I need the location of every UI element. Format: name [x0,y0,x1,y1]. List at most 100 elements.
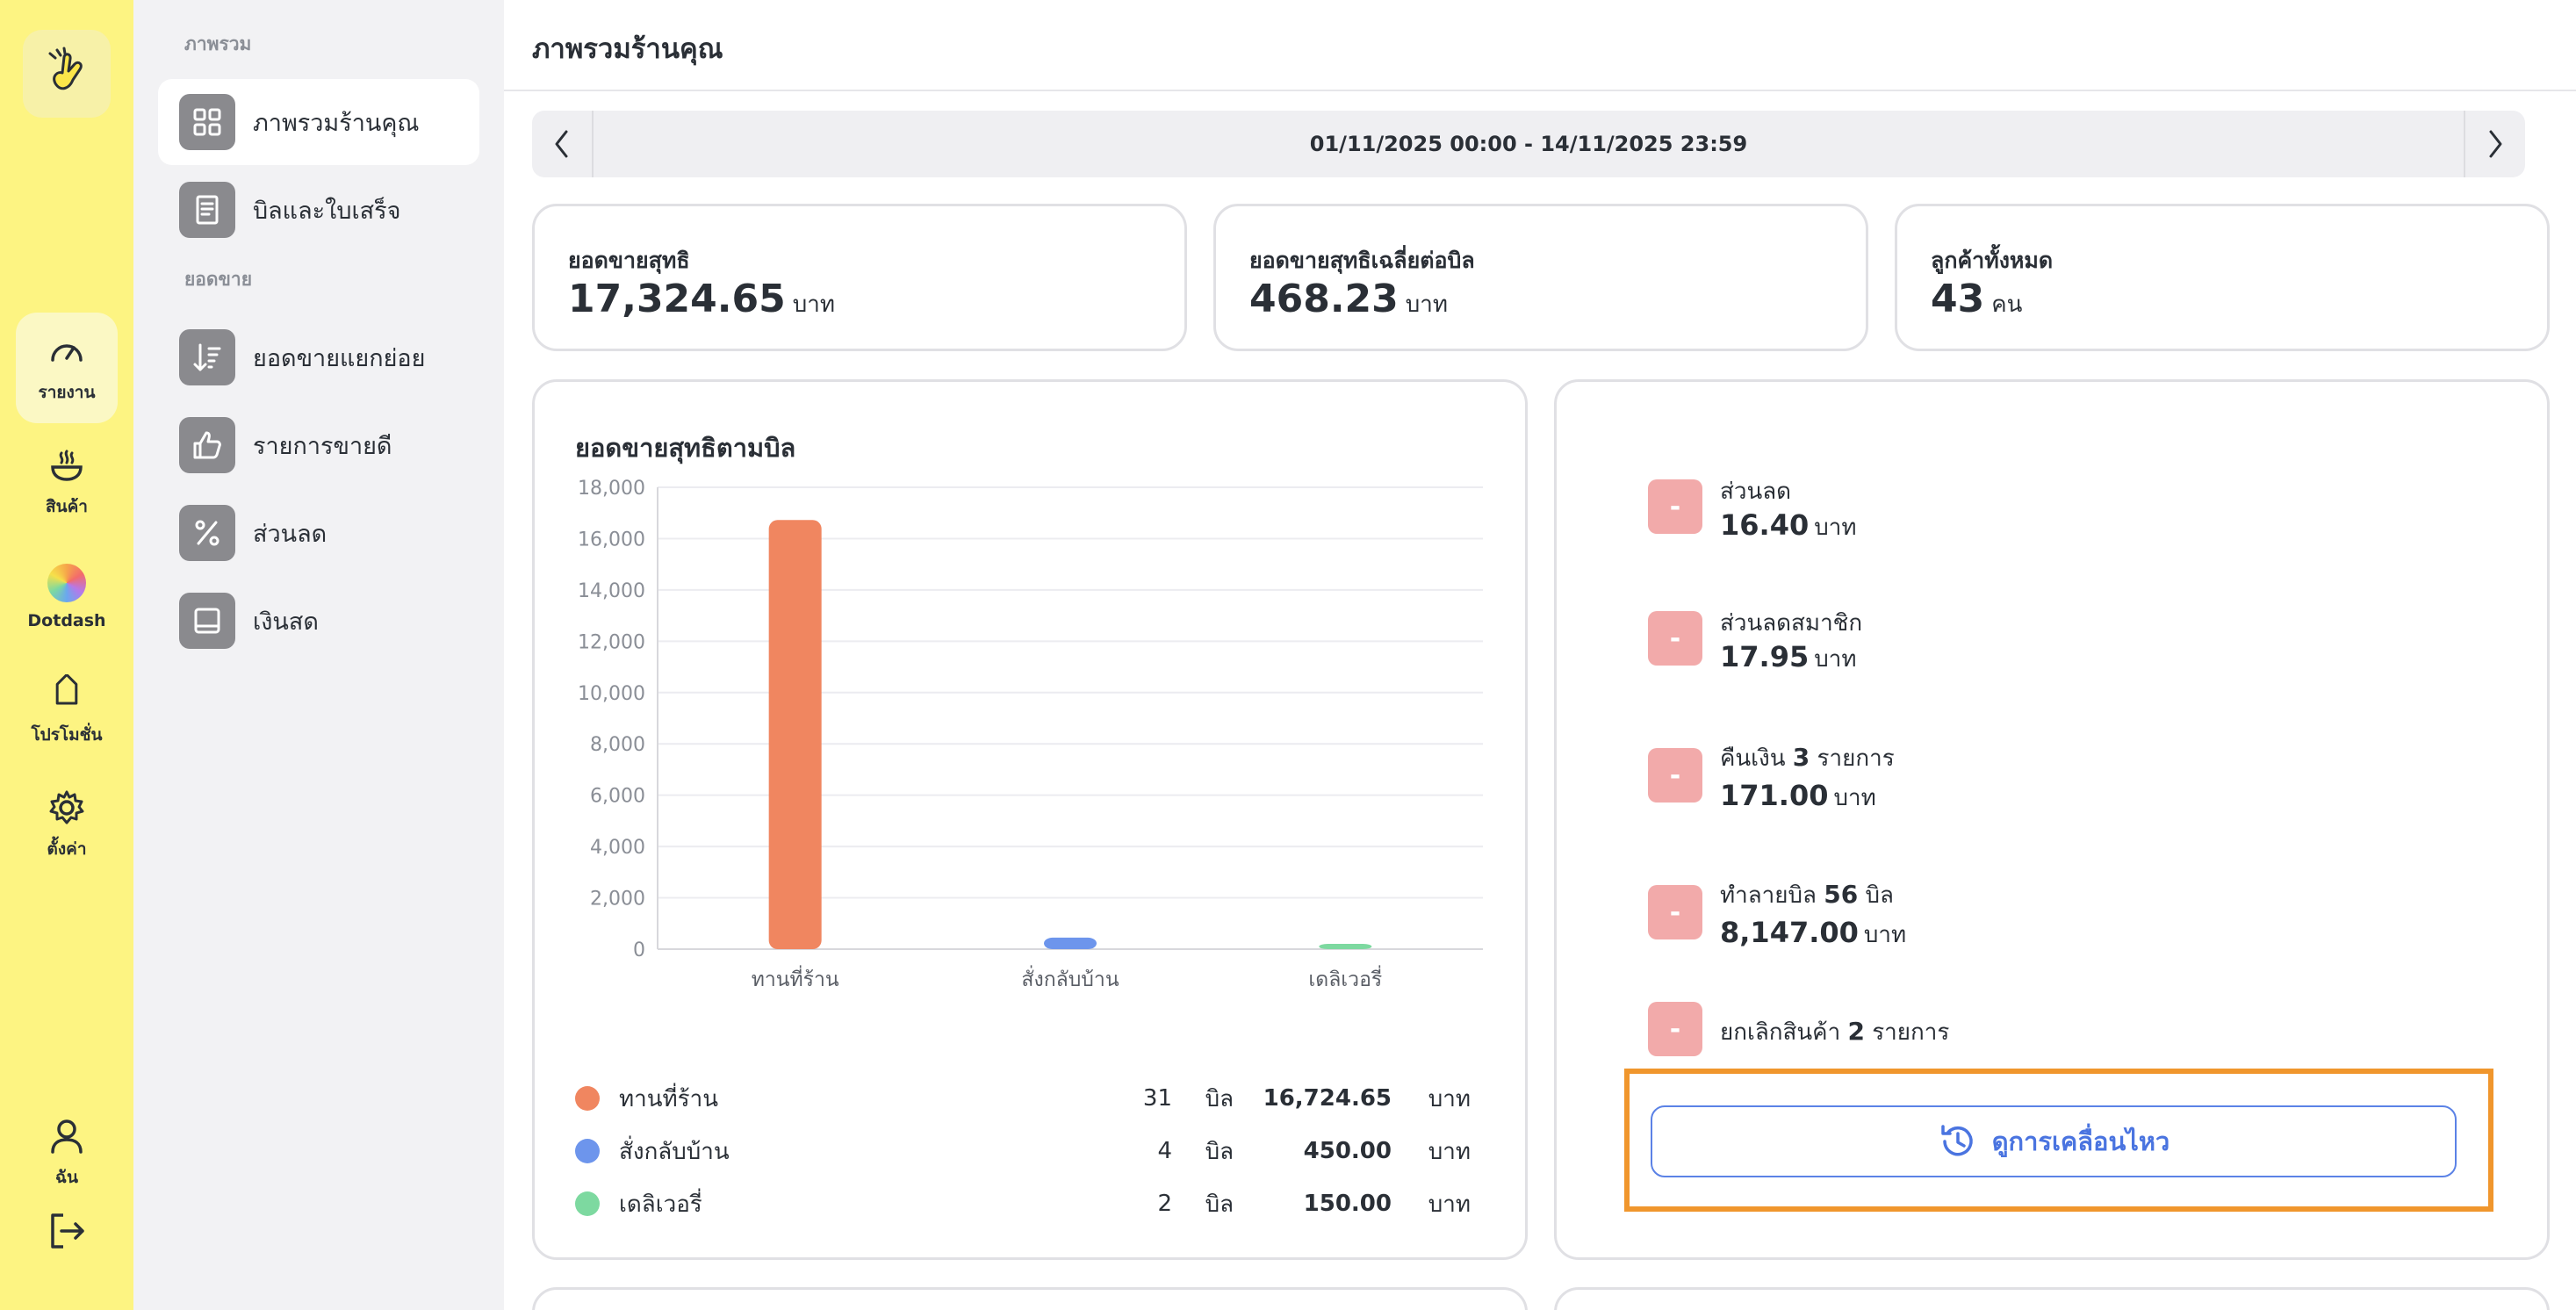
adjustment-unit: บาท [1814,646,1857,673]
stat-card-net-sales: ยอดขายสุทธิ 17,324.65 บาท [532,204,1187,351]
legend-count: 31 [1142,1085,1172,1112]
y-tick-label: 2,000 [590,889,645,911]
sidebar-item-label: ส่วนลด [253,520,327,548]
adjustment-label: คืนเงิน [1720,745,1786,772]
rail-item-label: โปรโมชั่น [31,725,103,745]
sidebar-item-bills-receipts[interactable]: บิลและใบเสร็จ [158,167,479,253]
date-range-bar: 01/11/2025 00:00 - 14/11/2025 23:59 [532,111,2525,177]
adjustment-value-wrap: 8,147.00 บาท [1720,916,1906,953]
legend-count: 4 [1157,1138,1172,1164]
sidebar-item-sales-breakdown[interactable]: ยอดขายแยกย่อย [158,314,479,400]
sidebar-item-label: รายการขายดี [253,432,392,460]
thumbs-up-icon [179,417,235,473]
bar-0 [768,520,822,949]
stat-label: ยอดขายสุทธิเฉลี่ยต่อบิล [1249,248,1475,273]
cash-icon [179,593,235,649]
hand-logo-icon [48,47,83,90]
user-icon [46,1115,88,1157]
sales-bar-chart: 18,000 16,000 14,000 12,000 10,000 8,000 6,000… [578,478,1483,991]
secondary-sidebar: ภาพรวม ภาพรวมร้านคุณ บิลและใบเสร็จ ยอดขา… [133,0,504,1310]
adjustment-unit: บาท [1833,785,1876,811]
next-card-right [1554,1287,2550,1310]
bowl-icon [46,444,88,486]
view-movement-label: ดูการเคลื่อนไหว [1991,1126,2170,1156]
next-period-button[interactable] [2464,111,2525,177]
legend-unit: บาท [1428,1085,1471,1112]
view-movement-button[interactable]: ดูการเคลื่อนไหว [1651,1105,2457,1177]
rail-item-promotions[interactable]: โปรโมชั่น [16,655,118,766]
minus-badge: - [1648,479,1702,534]
gauge-icon [46,330,88,372]
previous-period-button[interactable] [532,111,594,177]
stat-unit: บาท [792,292,835,318]
sidebar-item-label: เงินสด [253,608,319,636]
legend-dot [575,1191,600,1216]
adjustment-count: 56 [1824,880,1859,909]
rail-item-label: สินค้า [46,497,88,516]
stat-value: 43 [1931,277,1985,321]
minus-badge: - [1648,748,1702,803]
logout-icon [46,1210,88,1252]
stat-value-wrap: 17,324.65 บาท [568,277,835,322]
adjustment-value: 16.40 [1720,508,1810,542]
legend-count-unit: บิล [1205,1191,1234,1218]
adjustment-label-wrap: คืนเงิน 3 รายการ [1720,740,1895,776]
gear-icon [46,787,88,829]
rail-item-dotdash[interactable]: Dotdash [16,541,118,651]
adjustment-label: ส่วนลด [1720,479,1792,505]
y-tick-label: 18,000 [578,478,645,500]
y-tick-label: 12,000 [578,631,645,653]
legend-dot [575,1139,600,1163]
adjustment-label-wrap: ยกเลิกสินค้า 2 รายการ [1720,1014,1949,1050]
sidebar-item-cash[interactable]: เงินสด [158,578,479,664]
stat-label: ลูกค้าทั้งหมด [1931,248,2054,273]
y-tick-label: 10,000 [578,683,645,705]
adjustment-unit: บาท [1814,515,1857,541]
rail-item-label: Dotdash [27,611,106,630]
stat-unit: บาท [1405,292,1449,318]
adjustment-label-wrap: ทำลายบิล 56 บิล [1720,877,1894,913]
minus-badge: - [1648,611,1702,666]
color-wheel-icon [46,562,88,604]
sidebar-item-discounts[interactable]: ส่วนลด [158,490,479,576]
stat-value-wrap: 43 คน [1931,277,2022,322]
adjustment-count: 2 [1847,1017,1865,1046]
y-tick-label: 6,000 [590,786,645,808]
stat-unit: คน [1991,292,2023,318]
bar-1 [1044,937,1097,949]
stat-value: 468.23 [1249,277,1399,321]
legend-row: สั่งกลับบ้าน 4 บิล 450.00 บาท [575,1134,1497,1169]
date-range-picker[interactable]: 01/11/2025 00:00 - 14/11/2025 23:59 [1309,132,1748,156]
bar-2 [1319,944,1372,949]
legend-row: ทานที่ร้าน 31 บิล 16,724.65 บาท [575,1081,1497,1116]
rail-item-settings[interactable]: ตั้งค่า [16,769,118,880]
sidebar-item-best-sellers[interactable]: รายการขายดี [158,402,479,488]
x-tick-label: เดลิเวอรี่ [1308,965,1382,991]
adjustment-value-wrap: 17.95 บาท [1720,640,1856,677]
stat-card-customers: ลูกค้าทั้งหมด 43 คน [1895,204,2550,351]
x-tick-label: สั่งกลับบ้าน [1021,965,1119,991]
legend-name: สั่งกลับบ้าน [619,1138,730,1165]
adjustment-count-unit: บิล [1865,882,1894,909]
adjustment-value-wrap: 171.00 บาท [1720,779,1876,816]
legend-amount: 450.00 [1303,1138,1392,1164]
logout-button[interactable] [16,1177,118,1285]
stat-value-wrap: 468.23 บาท [1249,277,1448,322]
legend-name: เดลิเวอรี่ [619,1191,702,1218]
adjustment-value: 171.00 [1720,779,1829,812]
rail-item-reports[interactable]: รายงาน [16,313,118,423]
sidebar-item-store-overview[interactable]: ภาพรวมร้านคุณ [158,79,479,165]
y-tick-label: 14,000 [578,580,645,602]
sales-by-bill-card: ยอดขายสุทธิตามบิล 18,000 16,000 14,000 12,0… [532,379,1528,1260]
sidebar-item-label: บิลและใบเสร็จ [253,197,401,225]
app-logo[interactable] [23,30,111,118]
percent-icon [179,505,235,561]
adjustment-value: 8,147.00 [1720,916,1859,949]
adjustment-label: ทำลายบิล [1720,882,1817,909]
chart-title: ยอดขายสุทธิตามบิล [575,433,796,463]
rail-item-products[interactable]: สินค้า [16,427,118,537]
adjustment-count-unit: รายการ [1817,745,1895,772]
rail-item-me[interactable]: ฉัน [16,1098,118,1208]
legend-amount: 16,724.65 [1263,1085,1392,1112]
adjustment-label: ยกเลิกสินค้า [1720,1019,1841,1046]
